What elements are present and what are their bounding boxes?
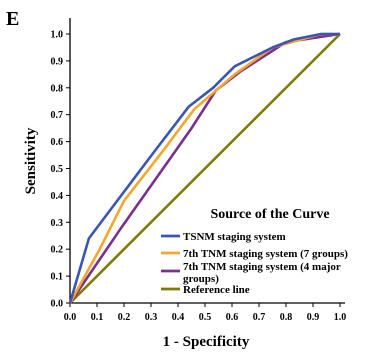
panel-label: E — [6, 8, 19, 30]
x-tick-label: 0.3 — [145, 312, 158, 323]
y-tick-label: 0.5 — [51, 164, 64, 175]
y-tick-label: 0.7 — [51, 110, 64, 121]
y-tick-label: 0.1 — [51, 272, 64, 283]
axes — [69, 18, 345, 304]
series-lines — [68, 32, 341, 304]
series-line-reference — [69, 33, 341, 304]
legend-label-tnm4: 7th TNM staging system (4 major groups) — [183, 261, 343, 285]
x-tick-label: 0.0 — [64, 312, 77, 323]
x-tick-label: 0.7 — [253, 312, 266, 323]
x-tick-label: 0.8 — [280, 312, 293, 323]
x-axis-label: 1 - Specificity — [163, 334, 250, 350]
x-tick-label: 0.2 — [118, 312, 131, 323]
x-tick-label: 0.5 — [199, 312, 212, 323]
x-tick-label: 0.1 — [91, 312, 104, 323]
legend: Source of the Curve TSNM staging system … — [161, 207, 348, 296]
x-tick-label: 0.6 — [226, 312, 239, 323]
legend-label-tsnm: TSNM staging system — [183, 231, 286, 243]
x-ticks: 0.0 0.1 0.2 0.3 0.4 0.5 0.6 0.7 0.8 0.9 1.0 — [64, 303, 347, 323]
y-tick-label: 1.0 — [51, 30, 64, 41]
y-tick-label: 0.9 — [51, 56, 64, 67]
x-tick-label: 0.9 — [307, 312, 320, 323]
legend-label-tnm7: 7th TNM staging system (7 groups) — [183, 248, 348, 260]
y-axis-label: Sensitivity — [23, 127, 39, 194]
y-tick-label: 0.4 — [51, 191, 64, 202]
legend-label-reference: Reference line — [183, 284, 250, 296]
y-tick-label: 0.6 — [51, 137, 64, 148]
series-line-tsnm — [68, 32, 340, 304]
y-tick-label: 0.8 — [51, 83, 64, 94]
x-tick-label: 0.4 — [172, 312, 185, 323]
legend-title: Source of the Curve — [210, 207, 329, 222]
y-tick-label: 0.2 — [51, 245, 64, 256]
y-tick-label: 0.0 — [51, 299, 64, 310]
y-ticks: 0.0 0.1 0.2 0.3 0.4 0.5 0.6 0.7 0.8 0.9 1.0 — [51, 30, 70, 310]
y-tick-label: 0.3 — [51, 218, 64, 229]
x-tick-label: 1.0 — [334, 312, 347, 323]
